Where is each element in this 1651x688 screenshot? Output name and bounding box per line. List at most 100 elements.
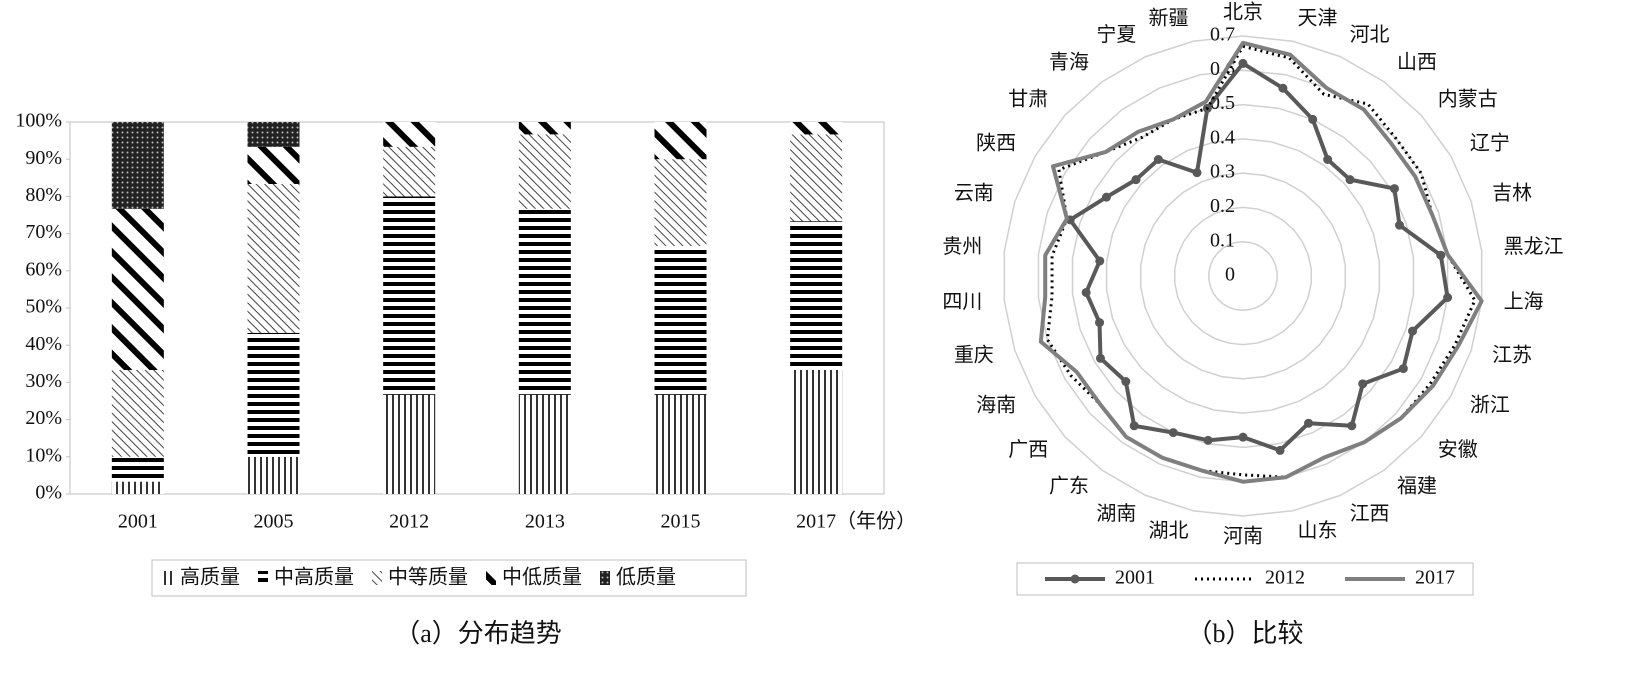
radar-line [1068, 61, 1450, 453]
bar-segment [654, 122, 707, 160]
x-tick-label: 2013 [525, 511, 565, 533]
y-tick-label: 90% [25, 147, 62, 169]
radar-point [1095, 318, 1105, 328]
x-tick-label: 2001 [118, 511, 158, 533]
x-tick-label: 2017 [796, 511, 836, 533]
legend-label: 2001 [1115, 567, 1155, 589]
category-label: 宁夏 [1096, 23, 1136, 46]
bar-segment [654, 394, 707, 494]
radar-point [1398, 364, 1408, 374]
category-label: 北京 [1223, 1, 1263, 24]
legend-label: 中等质量 [388, 566, 468, 589]
bar-segment [518, 208, 571, 395]
bar-segment [790, 122, 843, 135]
bar-segment [790, 370, 843, 494]
caption: （a）分布趋势 [394, 619, 562, 648]
bar-segment [111, 456, 164, 482]
r-tick-label: 0.4 [1210, 126, 1235, 148]
bar-segment [518, 122, 571, 135]
grid-ring [1003, 35, 1483, 517]
radar-point [1238, 58, 1248, 68]
radar-line [1038, 40, 1484, 484]
category-label: 安徽 [1438, 438, 1478, 461]
category-label: 海南 [976, 394, 1016, 417]
legend-label: 高质量 [180, 566, 240, 589]
radar-point [1203, 435, 1213, 445]
radar-point [1121, 377, 1131, 387]
grid-ring [1139, 172, 1347, 380]
radar-point [1347, 421, 1357, 431]
category-label: 辽宁 [1470, 132, 1510, 155]
radar-point [1131, 175, 1141, 185]
x-unit: （年份） [836, 510, 916, 533]
category-label: 新疆 [1149, 6, 1189, 29]
radar-point [1443, 293, 1453, 303]
category-label: 天津 [1297, 6, 1337, 29]
category-label: 广西 [1008, 438, 1048, 461]
bar-segment [111, 481, 164, 494]
radar-point [1408, 326, 1418, 336]
category-label: 浙江 [1470, 394, 1510, 417]
category-label: 江苏 [1492, 344, 1532, 367]
radar-point [1129, 421, 1139, 431]
r-tick-label: 0.3 [1210, 161, 1235, 183]
bar-segment [247, 146, 300, 185]
legend-swatch [372, 571, 382, 585]
radar-point [1095, 353, 1105, 363]
radar-point [1304, 418, 1314, 428]
radar-point [1168, 428, 1178, 438]
category-label: 山东 [1297, 519, 1337, 542]
radar-point [1275, 445, 1285, 455]
radar-point [1436, 250, 1446, 260]
radar-point [1238, 432, 1248, 442]
y-tick-label: 60% [25, 258, 62, 280]
category-label: 重庆 [954, 344, 994, 367]
radar-point [1358, 379, 1368, 389]
bar-segment [518, 394, 571, 494]
legend-marker [1070, 574, 1080, 584]
y-tick-label: 50% [25, 296, 62, 318]
bar-segment [654, 245, 707, 395]
category-label: 江西 [1350, 502, 1390, 525]
r-tick-label: 0 [1225, 264, 1235, 286]
caption: （b）比较 [1186, 619, 1303, 648]
y-tick-label: 30% [25, 370, 62, 392]
bar-segment [790, 134, 843, 222]
radar-point [1192, 168, 1202, 178]
plot-frame [69, 121, 885, 495]
radar-point [1389, 184, 1399, 194]
category-label: 四川 [942, 291, 982, 313]
y-tick-label: 100% [15, 110, 62, 132]
radar-point [1278, 83, 1288, 93]
category-label: 福建 [1397, 475, 1437, 498]
legend-swatch [486, 571, 496, 585]
category-label: 青海 [1049, 51, 1089, 74]
grid-ring [1208, 240, 1278, 312]
bar-segment [518, 134, 571, 209]
category-label: 湖南 [1096, 502, 1136, 525]
category-label: 湖北 [1149, 519, 1189, 542]
radar-line [1045, 44, 1477, 479]
category-label: 广东 [1049, 475, 1089, 498]
r-tick-label: 0.7 [1210, 24, 1235, 46]
r-tick-label: 0.2 [1210, 195, 1235, 217]
bar-segment [383, 146, 436, 197]
radar-point [1345, 175, 1355, 185]
legend-box [151, 559, 747, 597]
r-tick-label: 0.1 [1210, 229, 1235, 251]
radar-point [1308, 114, 1318, 124]
y-tick-label: 10% [25, 444, 62, 466]
bar-segment [247, 184, 300, 333]
grid-ring [1037, 69, 1449, 483]
category-label: 黑龙江 [1504, 235, 1564, 258]
legend-swatch [258, 571, 268, 585]
grid-ring [1174, 206, 1312, 346]
y-tick-label: 40% [25, 333, 62, 355]
legend-label: 低质量 [616, 566, 676, 589]
category-label: 贵州 [942, 235, 982, 258]
legend-swatch [600, 571, 610, 585]
category-label: 山西 [1397, 51, 1437, 74]
legend-label: 2017 [1415, 567, 1455, 589]
radar-point [1323, 155, 1333, 165]
